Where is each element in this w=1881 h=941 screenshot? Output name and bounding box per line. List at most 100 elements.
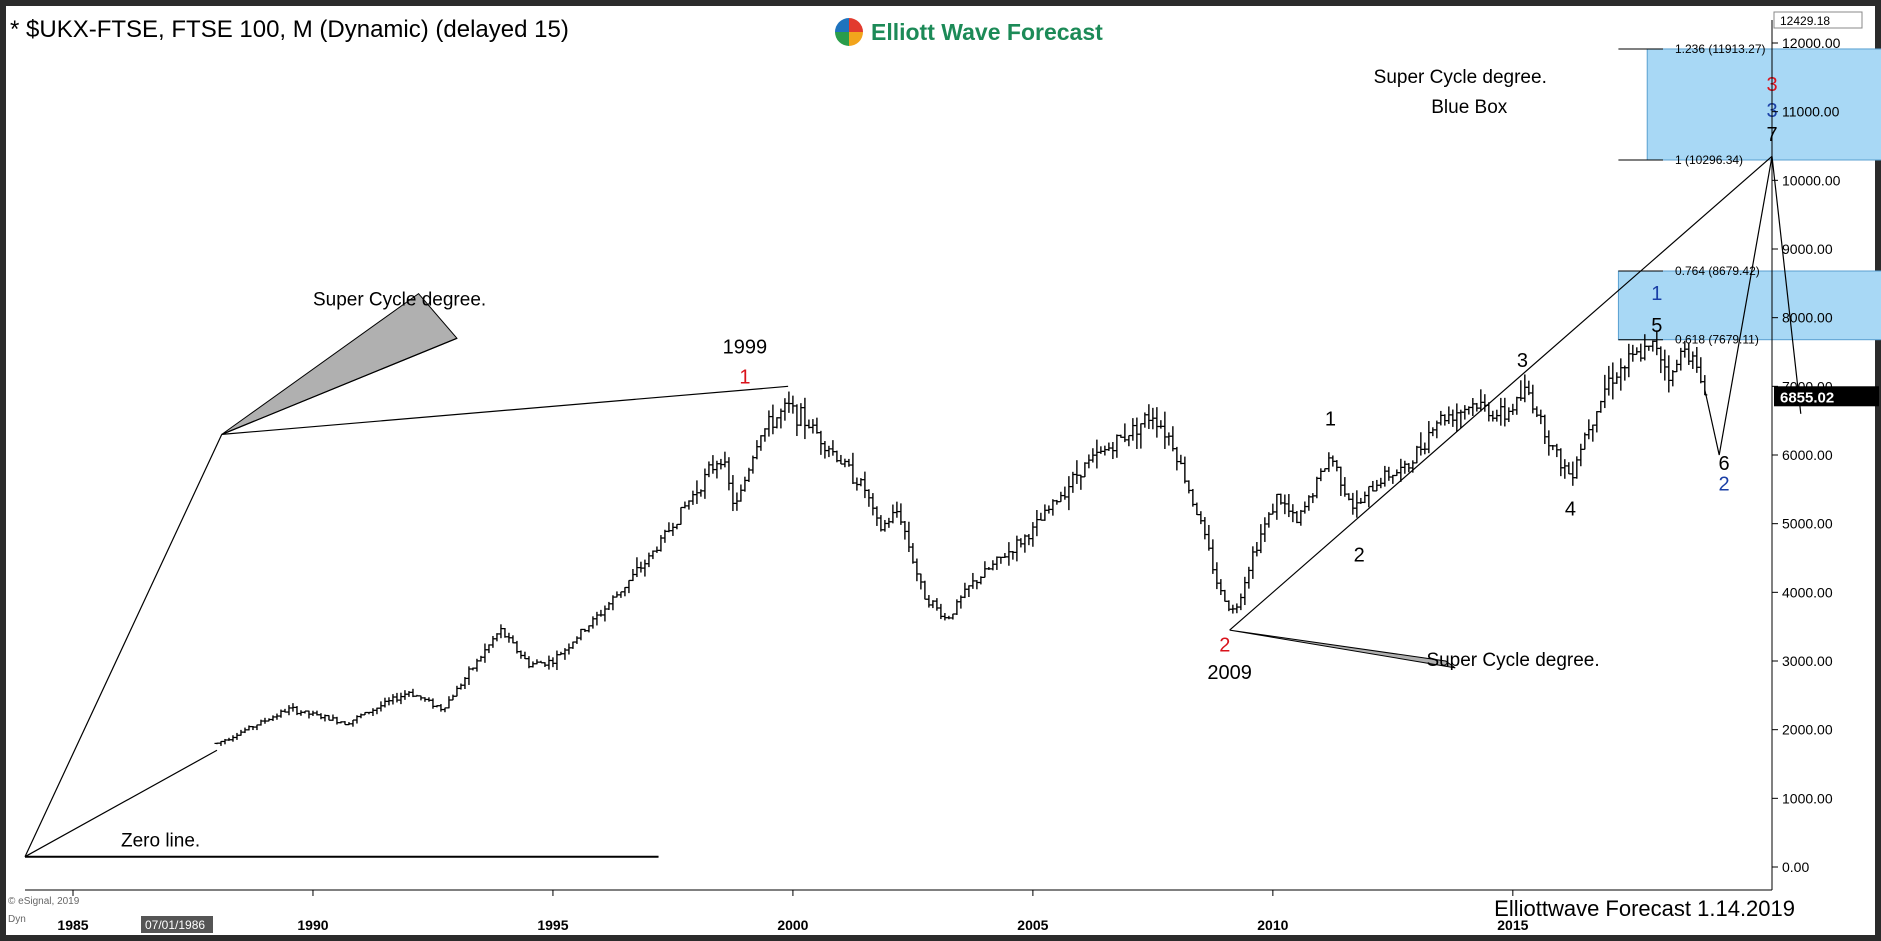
footer-credit: Elliottwave Forecast 1.14.2019 — [1494, 896, 1795, 921]
ohlc-bar — [1450, 409, 1456, 427]
wave-label: 2 — [1718, 474, 1729, 496]
ohlc-bar — [1402, 460, 1408, 474]
ohlc-bar — [510, 635, 516, 644]
top-value-label: 12429.18 — [1780, 14, 1830, 28]
ohlc-bar — [1262, 517, 1268, 542]
ohlc-bar — [394, 692, 400, 703]
ohlc-bar — [1350, 492, 1356, 515]
ohlc-bar — [818, 430, 824, 455]
ohlc-bar — [1050, 499, 1056, 516]
ohlc-bar — [1546, 430, 1552, 456]
ohlc-bar — [1418, 432, 1424, 456]
ohlc-bar — [1038, 512, 1044, 521]
ohlc-bar — [326, 714, 332, 721]
ohlc-bar — [1314, 476, 1320, 499]
ohlc-bar — [1430, 427, 1436, 437]
brand-logo: Elliott Wave Forecast — [835, 18, 1103, 46]
ohlc-bar — [882, 519, 888, 532]
y-tick-label: 2000.00 — [1782, 722, 1833, 738]
ohlc-bar — [1390, 474, 1396, 484]
ohlc-bar — [1438, 410, 1444, 426]
ohlc-bar — [1130, 418, 1136, 441]
ohlc-bar — [1274, 493, 1280, 520]
ohlc-bar — [1662, 349, 1668, 381]
ohlc-bar — [1042, 504, 1048, 521]
y-tick-label: 11000.00 — [1782, 104, 1840, 120]
ohlc-bar — [1210, 539, 1216, 574]
ohlc-bar — [1054, 499, 1060, 505]
y-tick-label: 3000.00 — [1782, 653, 1833, 669]
ohlc-bar — [1690, 351, 1696, 369]
ohlc-bar — [694, 480, 700, 504]
ohlc-bar — [522, 651, 528, 660]
ohlc-bar — [910, 543, 916, 564]
ohlc-bar — [1182, 456, 1188, 484]
ohlc-bar — [974, 580, 980, 590]
ohlc-bar — [1386, 466, 1392, 481]
ohlc-bar — [726, 457, 732, 491]
wave-line — [221, 385, 789, 435]
chart-title: * $UKX-FTSE, FTSE 100, M (Dynamic) (dela… — [10, 16, 569, 43]
ohlc-bar — [1490, 410, 1496, 422]
ohlc-bar — [382, 697, 388, 708]
ohlc-bar — [1162, 411, 1168, 449]
ohlc-bar — [734, 492, 740, 511]
ohlc-bar — [1326, 452, 1332, 472]
ohlc-bar — [438, 704, 444, 712]
ohlc-bar — [390, 694, 396, 705]
ohlc-bar — [1542, 414, 1548, 445]
ohlc-bar — [430, 698, 436, 709]
ohlc-bar — [1634, 347, 1640, 356]
ohlc-bar — [1234, 603, 1240, 614]
ohlc-bar — [942, 613, 948, 621]
ohlc-bar — [1674, 359, 1680, 373]
ohlc-bar — [1514, 396, 1520, 415]
ohlc-bar — [758, 435, 764, 451]
ohlc-bar — [1502, 397, 1508, 427]
ohlc-bar — [1590, 424, 1596, 442]
ohlc-bar — [1306, 495, 1312, 511]
ohlc-bar — [1106, 442, 1112, 451]
ohlc-bar — [1382, 465, 1388, 487]
y-tick-label: 6000.00 — [1782, 447, 1833, 463]
ohlc-bar — [1030, 522, 1036, 547]
ohlc-bar — [1074, 460, 1080, 484]
ohlc-bar — [490, 635, 496, 648]
wave-line — [24, 434, 223, 857]
ohlc-bar — [402, 690, 408, 700]
ohlc-bar — [1694, 346, 1700, 373]
ohlc-bar — [230, 735, 236, 742]
ohlc-bar — [766, 410, 772, 437]
ohlc-bar — [850, 452, 856, 485]
ohlc-bar — [1562, 459, 1568, 479]
ohlc-bar — [1630, 344, 1636, 362]
ohlc-bar — [810, 419, 816, 434]
wave-label: 5 — [1651, 315, 1662, 337]
ohlc-bar — [446, 696, 452, 709]
ohlc-bar — [1242, 576, 1248, 606]
wave-label: 2009 — [1207, 662, 1252, 684]
ohlc-bar — [1610, 362, 1616, 400]
ohlc-bar — [1146, 404, 1152, 429]
ohlc-bar — [1166, 432, 1172, 446]
degree-wedge — [1229, 629, 1456, 669]
ohlc-bar — [774, 417, 780, 429]
ohlc-bar — [1254, 542, 1260, 557]
ohlc-bar — [1354, 490, 1360, 518]
ohlc-bar — [286, 705, 292, 716]
ohlc-bar — [274, 713, 280, 720]
ohlc-bar — [802, 397, 808, 440]
wave-label: 2 — [1354, 544, 1365, 566]
ohlc-bar — [1198, 511, 1204, 525]
top-value-tag — [1773, 11, 1863, 29]
ohlc-bar — [1154, 407, 1160, 438]
ohlc-bar — [794, 404, 800, 437]
wave-label: 2 — [1219, 634, 1230, 656]
annotation-text: Super Cycle degree. — [1374, 67, 1547, 88]
wave-label: 3 — [1517, 350, 1528, 372]
ohlc-bar — [894, 501, 900, 518]
ohlc-bar — [1650, 340, 1656, 352]
ohlc-bar — [762, 428, 768, 442]
ohlc-bar — [482, 643, 488, 663]
